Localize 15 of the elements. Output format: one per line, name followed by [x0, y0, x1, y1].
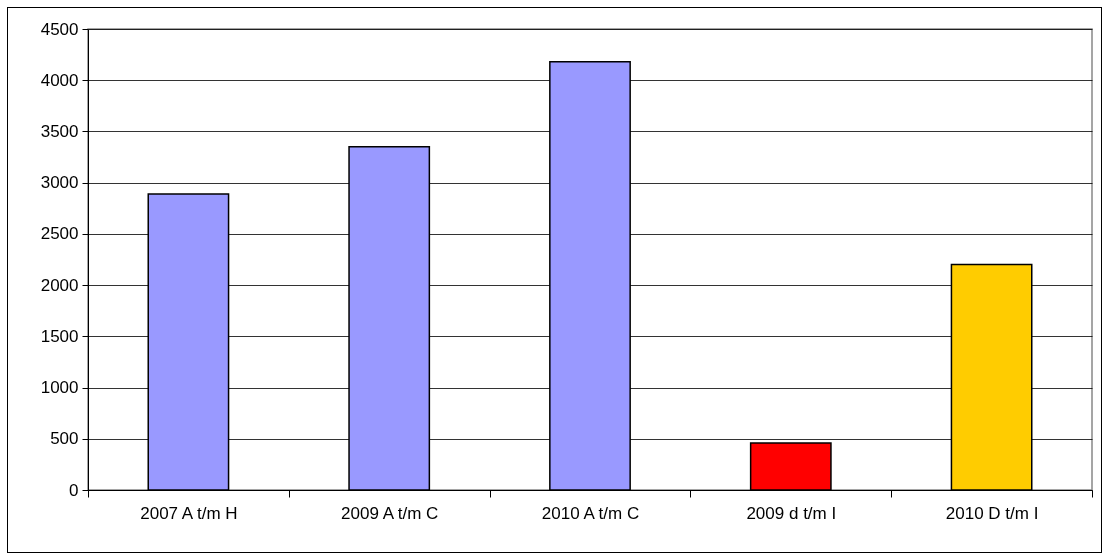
x-tick-label: 2010 D t/m I	[945, 503, 1039, 523]
y-tick-label: 1000	[40, 378, 79, 398]
x-tick-label: 2009 d t/m I	[746, 503, 837, 523]
y-tick-label: 0	[69, 480, 79, 500]
y-tick-label: 1500	[40, 326, 79, 346]
y-tick-label: 2500	[40, 224, 79, 244]
y-tick-label: 3500	[40, 121, 79, 141]
x-tick-label: 2010 A t/m C	[541, 503, 640, 523]
x-tick-label: 2007 A t/m H	[140, 503, 238, 523]
y-tick-label: 4500	[40, 19, 79, 39]
y-tick-label: 500	[50, 429, 79, 449]
x-tick-label: 2009 A t/m C	[341, 503, 439, 523]
y-tick-label: 4000	[40, 70, 79, 90]
y-tick-label: 3000	[40, 173, 79, 193]
y-tick-label: 2000	[40, 275, 79, 295]
